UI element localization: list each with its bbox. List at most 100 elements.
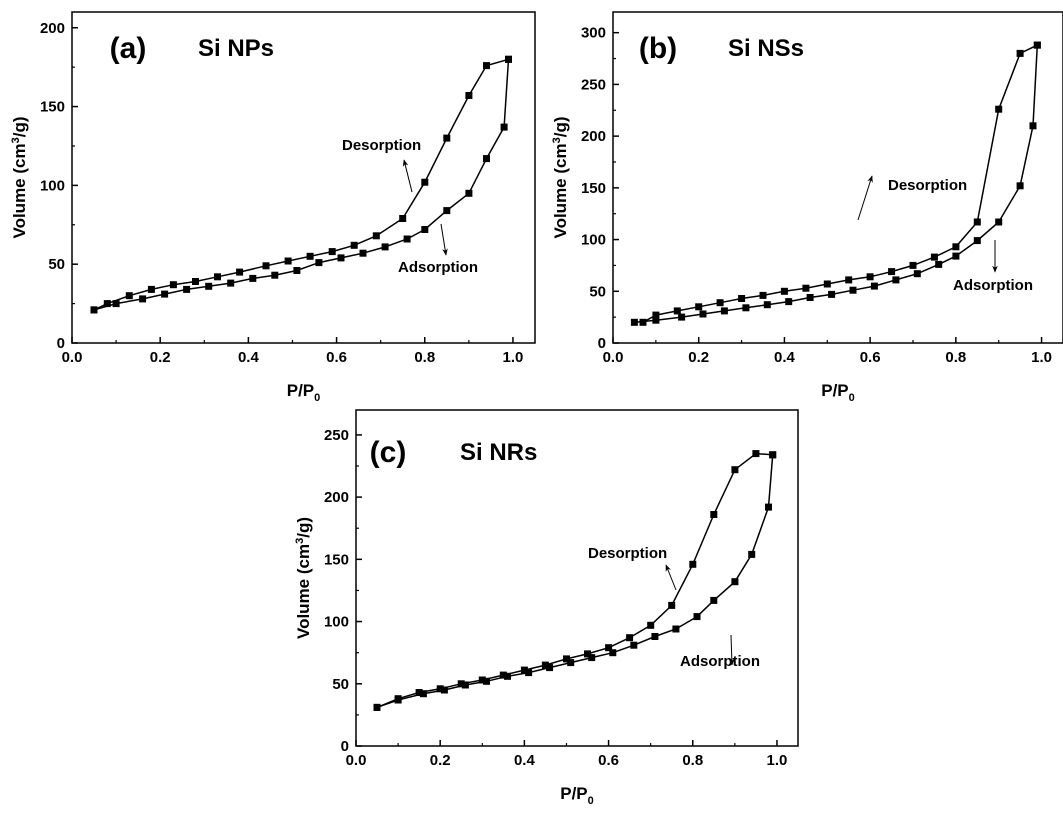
data-point-adsorption (337, 254, 345, 262)
data-point-desorption (399, 215, 407, 222)
data-point-desorption (668, 601, 676, 609)
data-point-desorption (421, 178, 429, 186)
data-point-adsorption (710, 596, 718, 604)
data-point-adsorption (440, 686, 448, 694)
y-tick-label: 100 (324, 614, 349, 631)
panel-c: 0.0 0.2 0.4 0.6 0.8 1.0 0 50 100 150 200 250 P/P0 Vol… (294, 409, 799, 807)
data-point-desorption (780, 287, 788, 295)
panel-b: 0.0 0.2 0.4 0.6 0.8 1.0 0 50 100 150 200 250 300 P/P0… (551, 11, 1063, 404)
data-point-adsorption (720, 307, 728, 315)
data-point-adsorption (913, 270, 921, 278)
data-point-desorption (584, 650, 591, 658)
annotation-desorption: Desorption (342, 137, 421, 154)
y-tick-label: 0 (598, 335, 606, 352)
y-tick-label: 50 (48, 256, 65, 273)
data-point-desorption (147, 285, 155, 293)
data-point-desorption (888, 268, 896, 276)
data-point-desorption (103, 300, 111, 308)
sample-name: Si NRs (460, 439, 537, 466)
y-tick-label: 250 (324, 427, 349, 444)
data-point-adsorption (995, 218, 1003, 226)
y-tick-label: 50 (589, 283, 606, 300)
data-point-desorption (478, 676, 486, 684)
y-tick-label: 0 (57, 335, 65, 352)
data-point-desorption (710, 511, 718, 518)
data-point-adsorption (500, 123, 508, 131)
data-point-desorption (1016, 49, 1024, 57)
data-point-desorption (652, 311, 660, 319)
data-point-adsorption (112, 300, 120, 308)
data-point-desorption (90, 306, 98, 314)
data-point-adsorption (461, 681, 469, 689)
data-point-desorption (443, 134, 451, 142)
data-point-adsorption (525, 669, 533, 677)
x-tick-label: 0.2 (430, 752, 451, 769)
data-point-adsorption (249, 274, 257, 282)
y-tick-label: 50 (332, 676, 349, 693)
data-point-adsorption (765, 503, 772, 511)
data-point-desorption (372, 232, 380, 240)
data-point-adsorption (588, 654, 596, 662)
data-point-desorption (626, 634, 634, 642)
annotation-desorption: Desorption (588, 545, 667, 562)
y-tick-label: 100 (40, 177, 65, 194)
annotation-adsorption: Adsorption (398, 259, 478, 276)
data-point-desorption (823, 280, 831, 288)
data-point-adsorption (748, 550, 756, 558)
data-point-desorption (415, 689, 423, 696)
y-axis-label: Volume (cm3/g) (10, 117, 29, 239)
data-point-adsorption (892, 276, 900, 284)
annotation-desorption: Desorption (888, 177, 967, 194)
data-point-desorption (647, 621, 655, 629)
data-point-adsorption (465, 189, 473, 197)
data-point-adsorption (421, 226, 429, 233)
data-point-desorption (845, 276, 853, 284)
data-point-desorption (214, 273, 221, 281)
panel-label: (b) (639, 32, 677, 65)
data-point-desorption (695, 303, 703, 311)
plot-frame (71, 11, 536, 344)
data-point-adsorption (443, 207, 451, 215)
data-point-adsorption (652, 316, 660, 324)
data-point-desorption (483, 62, 490, 70)
y-tick-label: 150 (324, 551, 349, 568)
series-adsorption (90, 55, 512, 314)
x-axis-label: P/P0 (287, 381, 321, 404)
data-point-adsorption (828, 290, 836, 298)
data-point-adsorption (546, 664, 554, 672)
annotation-adsorption: Adsorption (953, 277, 1033, 294)
data-point-adsorption (935, 260, 943, 268)
data-point-desorption (973, 218, 981, 226)
data-point-adsorption (678, 313, 686, 321)
x-tick-label: 0.4 (514, 752, 536, 769)
plot-frame (355, 409, 799, 747)
data-point-desorption (457, 680, 465, 688)
series-adsorption (373, 451, 777, 711)
y-tick-label: 100 (581, 232, 606, 249)
data-point-desorption (716, 299, 724, 307)
data-point-adsorption (973, 237, 981, 245)
data-point-desorption (866, 273, 874, 281)
x-tick-label: 0.8 (682, 752, 703, 769)
data-point-desorption (759, 291, 767, 299)
data-point-adsorption (1016, 182, 1024, 190)
data-point-adsorption (651, 633, 659, 640)
data-point-adsorption (161, 290, 169, 298)
annotation-arrow (728, 634, 735, 666)
series-line-desorption (93, 58, 509, 311)
data-point-desorption (465, 92, 473, 99)
data-point-desorption (930, 253, 938, 261)
data-point-adsorption (139, 295, 147, 303)
data-point-desorption (769, 451, 777, 459)
data-point-desorption (802, 284, 810, 292)
data-point-adsorption (227, 279, 235, 287)
y-tick-label: 200 (324, 489, 349, 506)
x-axis-label: P/P0 (821, 381, 855, 404)
x-tick-label: 1.0 (1031, 349, 1052, 366)
x-axis-label: P/P0 (560, 784, 594, 807)
x-tick-label: 0.8 (414, 349, 435, 366)
data-point-adsorption (1029, 122, 1037, 130)
data-point-desorption (169, 281, 177, 289)
data-point-desorption (605, 644, 613, 652)
y-tick-label: 200 (40, 20, 65, 37)
